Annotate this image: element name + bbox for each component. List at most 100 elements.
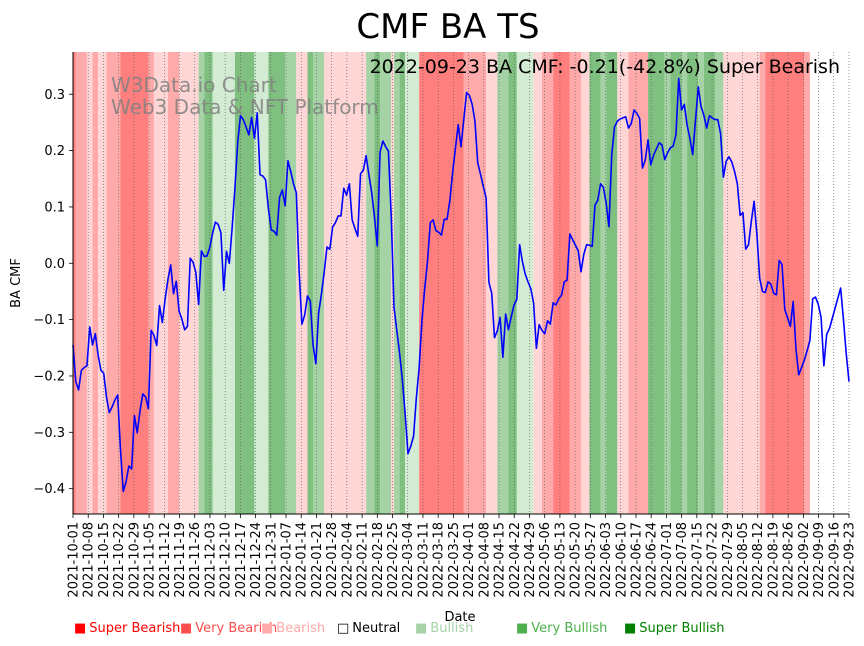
x-tick-label: 2021-10-22 xyxy=(112,522,127,598)
regime-band xyxy=(533,52,542,514)
x-tick-label: 2022-07-22 xyxy=(706,522,721,598)
x-tick-label: 2022-05-27 xyxy=(584,522,599,598)
regime-band xyxy=(399,52,406,514)
x-tick-label: 2021-11-19 xyxy=(173,522,188,598)
x-tick-label: 2022-05-06 xyxy=(538,522,553,598)
regime-band xyxy=(497,52,509,514)
regime-band xyxy=(703,52,716,514)
regime-band xyxy=(516,52,534,514)
y-tick-label: 0.1 xyxy=(44,200,65,215)
legend-label: Bullish xyxy=(430,621,474,636)
regime-band xyxy=(106,52,121,514)
legend-label: Very Bullish xyxy=(531,621,608,636)
x-tick-label: 2022-06-17 xyxy=(629,522,644,598)
regime-band xyxy=(394,52,400,514)
x-tick-label: 2022-07-15 xyxy=(690,522,705,598)
legend-label: Neutral xyxy=(352,621,401,636)
x-tick-label: 2022-04-08 xyxy=(477,522,492,598)
regime-band xyxy=(285,52,297,514)
x-tick-label: 2022-01-07 xyxy=(280,522,295,598)
x-tick-label: 2022-07-08 xyxy=(675,522,690,598)
legend-swatch-icon: ■ xyxy=(180,621,193,636)
regime-band xyxy=(541,52,554,514)
x-tick-label: 2022-03-18 xyxy=(432,522,447,598)
x-tick-label: 2022-07-29 xyxy=(721,522,736,598)
regime-band xyxy=(120,52,149,514)
x-tick-label: 2022-09-23 xyxy=(843,522,858,598)
regime-band xyxy=(681,52,688,514)
x-tick-label: 2021-12-17 xyxy=(234,522,249,598)
regime-band xyxy=(380,52,392,514)
regime-band xyxy=(296,52,308,514)
x-tick-label: 2022-03-04 xyxy=(401,522,416,598)
legend-very-bearish: ■ Very Bearish xyxy=(180,621,277,636)
x-tick-label: 2022-04-22 xyxy=(508,522,523,598)
regime-band xyxy=(715,52,724,514)
regime-band xyxy=(324,52,367,514)
x-tick-label: 2022-02-25 xyxy=(386,522,401,598)
x-tick-label: 2022-04-29 xyxy=(523,522,538,598)
x-tick-label: 2021-11-12 xyxy=(158,522,173,598)
regime-bands xyxy=(73,52,810,514)
legend-swatch-icon: ■ xyxy=(415,621,428,636)
regime-band xyxy=(198,52,205,514)
legend-label: Super Bearish xyxy=(89,621,181,636)
regime-band xyxy=(313,52,325,514)
y-tick-label: −0.4 xyxy=(33,482,65,497)
x-tick-label: 2022-06-24 xyxy=(645,522,660,598)
y-tick-label: 0.2 xyxy=(44,144,65,159)
y-tick-label: 0.3 xyxy=(44,88,65,103)
legend-super-bearish: ■ Super Bearish xyxy=(74,621,180,636)
legend-super-bullish: ■ Super Bullish xyxy=(624,621,725,636)
legend-swatch-icon: ■ xyxy=(624,621,637,636)
axes: 2021-10-01 2021-10-08 2021-10-15 2021-10-22… xyxy=(33,52,858,598)
regime-band xyxy=(508,52,517,514)
regime-band xyxy=(553,52,570,514)
x-tick-label: 2022-02-04 xyxy=(340,522,355,598)
x-tick-label: 2022-05-13 xyxy=(553,522,568,598)
regime-band xyxy=(98,52,107,514)
regime-band xyxy=(92,52,99,514)
x-tick-label: 2022-09-09 xyxy=(812,522,827,598)
legend-label: Bearish xyxy=(276,621,326,636)
regime-band xyxy=(73,52,76,514)
legend-label: Super Bullish xyxy=(639,621,725,636)
x-tick-label: 2022-03-25 xyxy=(447,522,462,598)
x-tick-label: 2022-05-20 xyxy=(569,522,584,598)
regime-band xyxy=(486,52,498,514)
regime-band xyxy=(664,52,671,514)
regime-band xyxy=(463,52,487,514)
regime-band xyxy=(86,52,93,514)
x-tick-label: 2022-09-16 xyxy=(827,522,842,598)
regime-band xyxy=(606,52,618,514)
x-tick-label: 2021-10-08 xyxy=(82,522,97,598)
regime-band xyxy=(204,52,213,514)
regime-band xyxy=(148,52,154,514)
x-tick-label: 2022-01-14 xyxy=(295,522,310,598)
legend-swatch-icon: □ xyxy=(337,621,350,636)
x-tick-label: 2022-08-05 xyxy=(736,522,751,598)
regime-band xyxy=(75,52,87,514)
x-tick-label: 2021-10-29 xyxy=(127,522,142,598)
regime-band xyxy=(307,52,314,514)
x-tick-label: 2022-01-28 xyxy=(325,522,340,598)
regime-band xyxy=(419,52,464,514)
regime-band xyxy=(804,52,810,514)
regime-band xyxy=(698,52,704,514)
x-tick-label: 2022-09-02 xyxy=(797,522,812,598)
regime-band xyxy=(723,52,760,514)
x-tick-label: 2022-07-01 xyxy=(660,522,675,598)
regime-band xyxy=(254,52,269,514)
legend-swatch-icon: ■ xyxy=(516,621,529,636)
y-tick-label: −0.3 xyxy=(33,426,65,441)
legend-neutral: □ Neutral xyxy=(337,621,400,636)
regime-band xyxy=(617,52,629,514)
x-tick-label: 2022-03-11 xyxy=(416,522,431,598)
x-tick-label: 2021-12-10 xyxy=(219,522,234,598)
x-tick-label: 2021-11-05 xyxy=(143,522,158,598)
cmf-series-line xyxy=(72,77,850,493)
regime-band xyxy=(687,52,699,514)
regime-band xyxy=(581,52,590,514)
regime-band xyxy=(759,52,766,514)
